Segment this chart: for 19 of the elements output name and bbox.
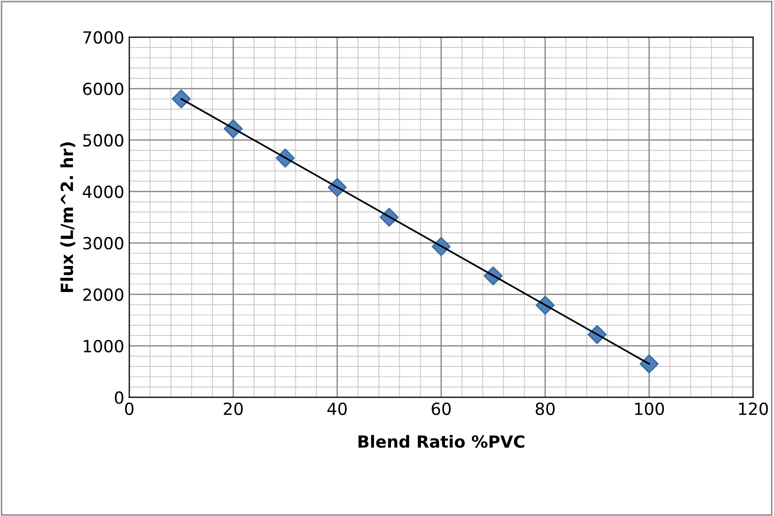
point — [640, 354, 659, 374]
x-tick-label: 120 — [739, 402, 768, 416]
y-axis-title: Flux (L/m^2. hr) — [60, 142, 76, 292]
point — [172, 89, 191, 108]
y-tick-label: 1000 — [84, 340, 124, 352]
x-tick-label: 60 — [432, 402, 451, 416]
y-tick-label: 5000 — [83, 134, 124, 147]
y-tick-label: 0 — [114, 391, 124, 404]
x-tick-label: 100 — [635, 402, 664, 416]
y-tick-label: 3000 — [83, 236, 124, 250]
x-tick-label: 20 — [224, 402, 243, 416]
y-tick-label: 7000 — [83, 31, 124, 44]
x-tick-label: 0 — [125, 402, 134, 416]
x-tick-label: 80 — [536, 402, 555, 416]
y-tick-label: 6000 — [83, 82, 124, 96]
y-tick-label: 2000 — [83, 288, 124, 301]
x-axis-title: Blend Ratio %PVC — [358, 434, 524, 448]
y-tick-label: 4000 — [82, 185, 124, 198]
x-tick-label: 40 — [327, 402, 347, 416]
